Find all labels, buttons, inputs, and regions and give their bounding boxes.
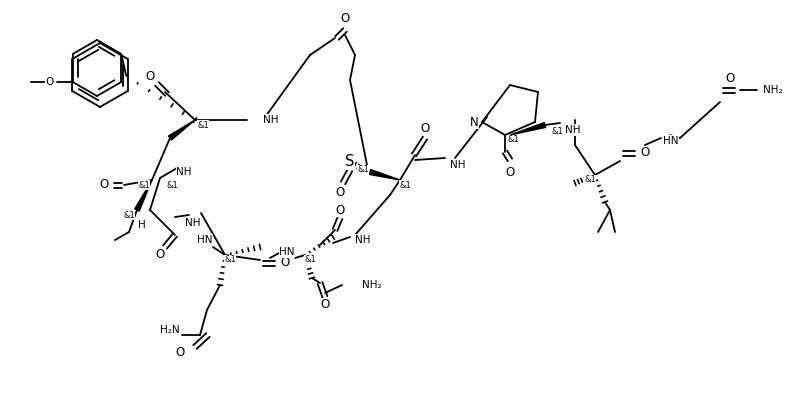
Text: &1: &1 bbox=[166, 180, 178, 190]
Text: S: S bbox=[346, 154, 354, 170]
Text: O: O bbox=[335, 186, 345, 200]
Polygon shape bbox=[135, 180, 152, 211]
Text: O: O bbox=[335, 203, 345, 217]
Text: O: O bbox=[420, 122, 430, 134]
Text: O: O bbox=[340, 12, 350, 24]
Text: &1: &1 bbox=[304, 255, 316, 265]
Polygon shape bbox=[510, 122, 545, 135]
Text: &1: &1 bbox=[138, 180, 150, 190]
Text: HN: HN bbox=[197, 235, 213, 245]
Text: O: O bbox=[46, 77, 54, 87]
Text: &1: &1 bbox=[551, 128, 563, 136]
Text: &1: &1 bbox=[124, 211, 135, 219]
Text: NH: NH bbox=[450, 160, 465, 170]
Text: HN: HN bbox=[663, 136, 678, 146]
Polygon shape bbox=[168, 120, 195, 140]
Text: H₂N: H₂N bbox=[160, 325, 180, 335]
Text: &1: &1 bbox=[399, 180, 411, 190]
Text: NH: NH bbox=[263, 115, 278, 125]
Text: O: O bbox=[505, 166, 515, 178]
Text: NH: NH bbox=[176, 167, 192, 177]
Text: O: O bbox=[145, 71, 155, 83]
Text: HN: HN bbox=[279, 247, 295, 257]
Text: NH: NH bbox=[185, 218, 200, 228]
Text: &1: &1 bbox=[197, 120, 209, 130]
Text: O: O bbox=[281, 257, 290, 269]
Text: NH: NH bbox=[565, 125, 581, 135]
Text: &1: &1 bbox=[357, 166, 369, 174]
Polygon shape bbox=[370, 170, 400, 180]
Text: &1: &1 bbox=[507, 136, 519, 144]
Text: O: O bbox=[156, 249, 164, 261]
Text: O: O bbox=[99, 178, 108, 192]
Text: O: O bbox=[640, 146, 650, 160]
Text: O: O bbox=[320, 298, 330, 312]
Text: O: O bbox=[725, 71, 735, 85]
Text: NH₂: NH₂ bbox=[763, 85, 783, 95]
Text: N: N bbox=[470, 115, 478, 128]
Text: &1: &1 bbox=[224, 255, 236, 265]
Text: H: H bbox=[138, 220, 146, 230]
Text: O: O bbox=[176, 346, 184, 359]
Text: &1: &1 bbox=[584, 176, 596, 184]
Text: NH: NH bbox=[355, 235, 371, 245]
Text: NH₂: NH₂ bbox=[362, 280, 382, 290]
